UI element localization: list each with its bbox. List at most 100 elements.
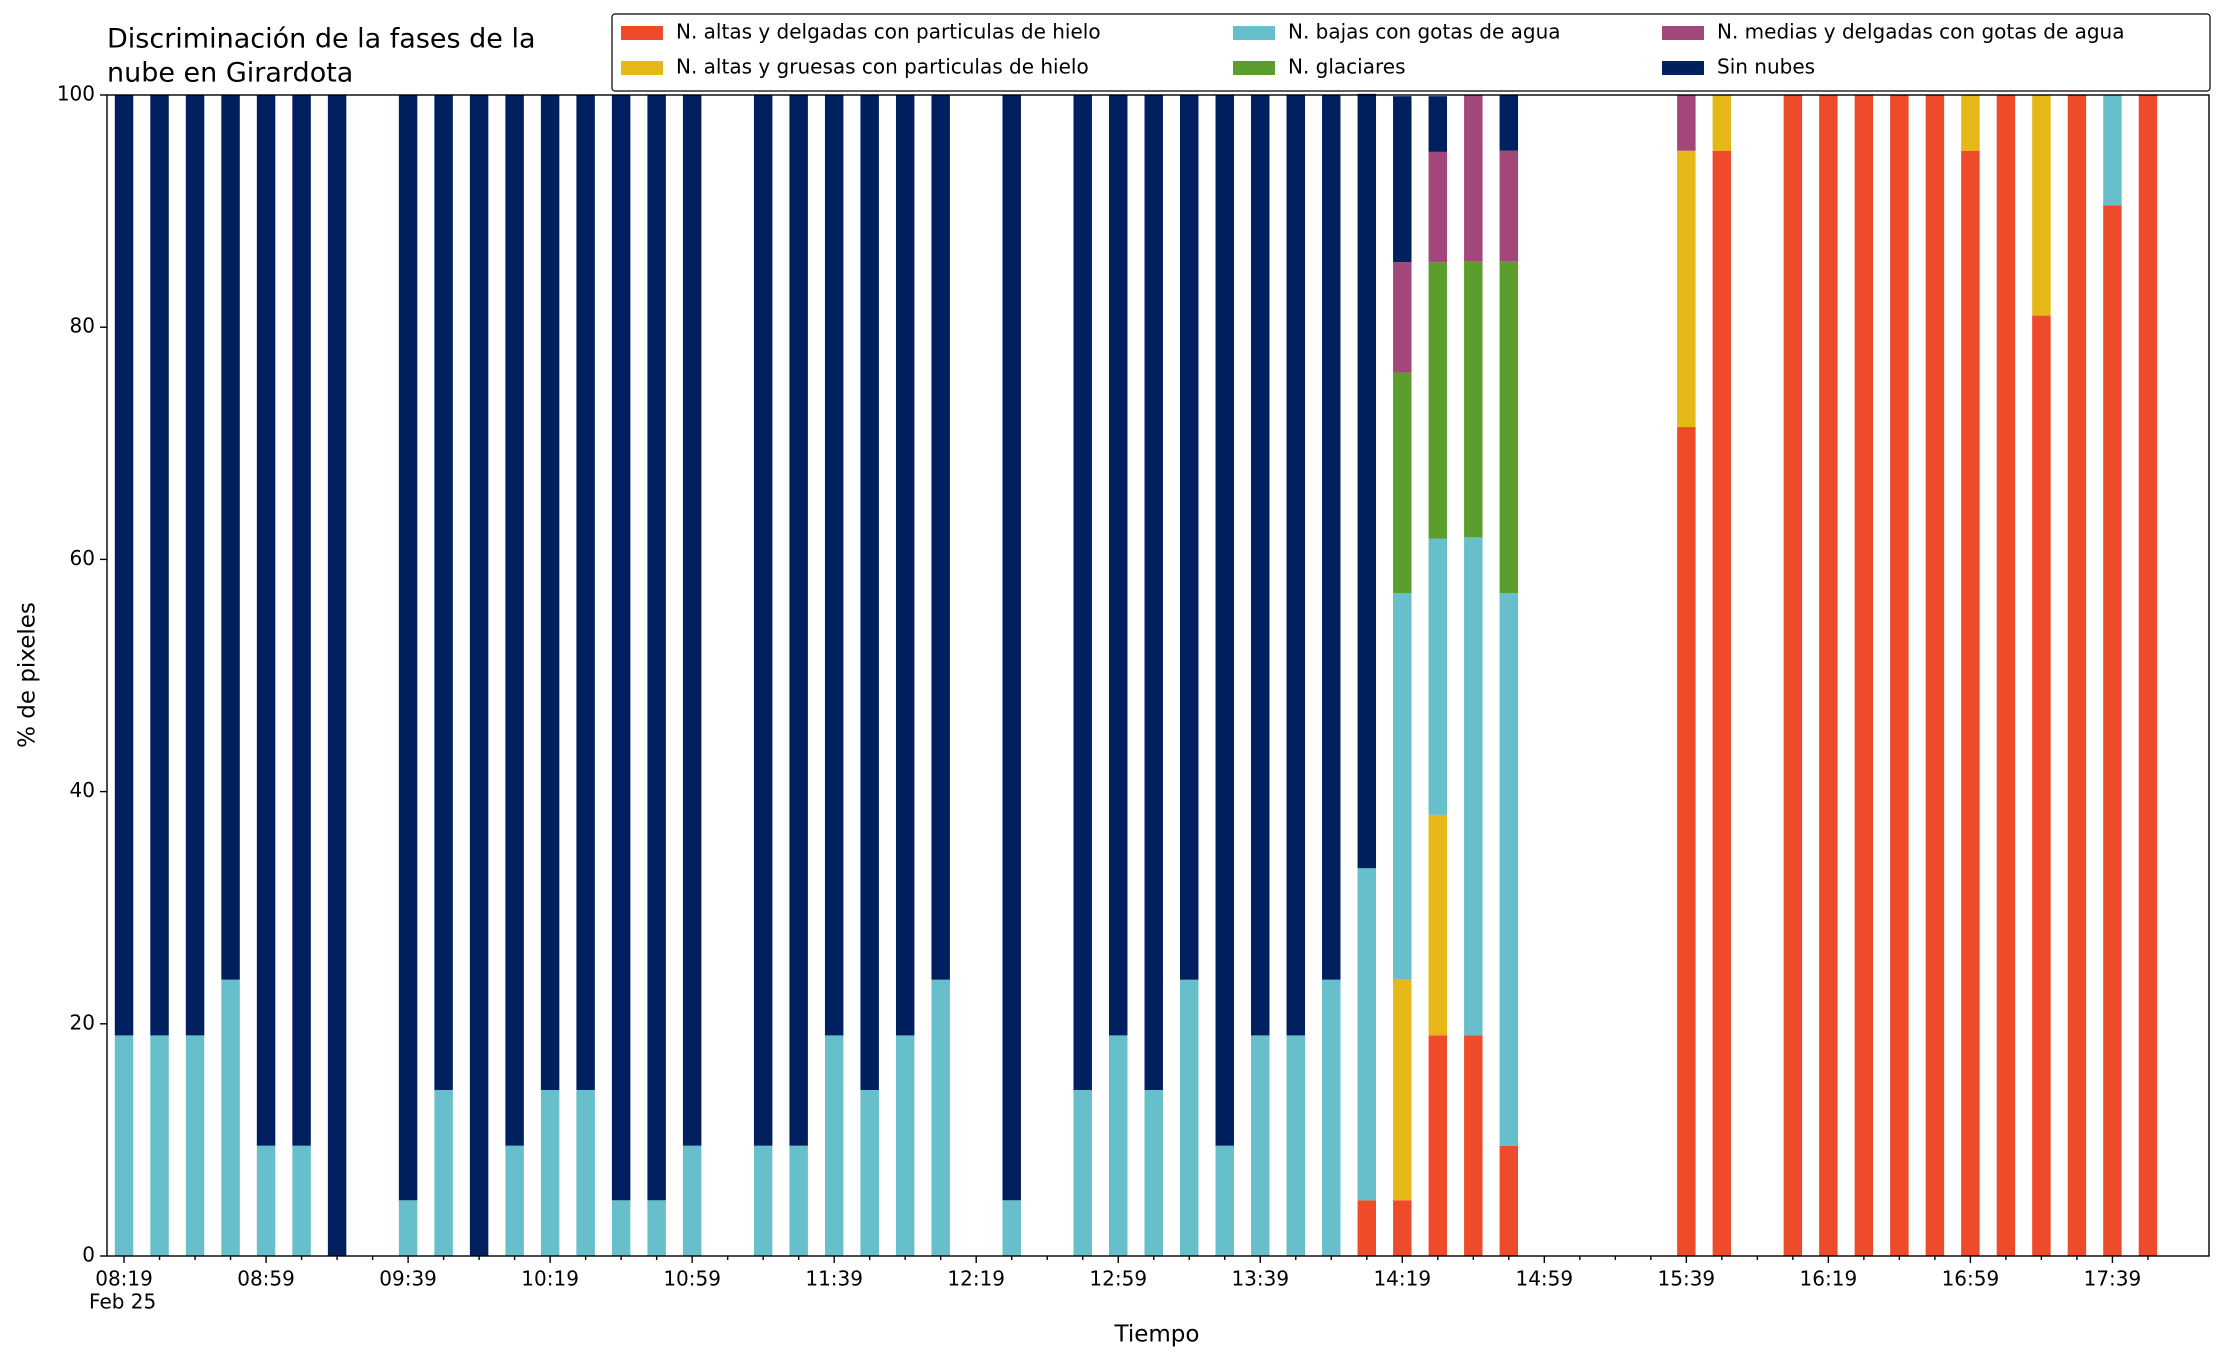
x-tick-label: 16:19 [1800, 1267, 1858, 1291]
bar-segment [1393, 593, 1412, 980]
bar-segment [1251, 1035, 1270, 1256]
bar-segment [1428, 151, 1448, 263]
bar-segment [221, 979, 240, 1256]
bar-segment [1428, 1035, 1448, 1256]
legend-swatch [1233, 26, 1275, 40]
bar-segment [1073, 1089, 1092, 1256]
bar-segment [1073, 95, 1092, 1090]
bar-segment [1428, 538, 1448, 815]
legend-label: Sin nubes [1717, 55, 1815, 79]
bar-segment [398, 1200, 418, 1256]
bar-segment [1677, 150, 1696, 428]
x-axis-label: Tiempo [1114, 1322, 1200, 1348]
chart-title: nube en Girardota [107, 58, 353, 89]
bar-segment [256, 1145, 276, 1256]
bar-segment [895, 95, 915, 1036]
x-date-label: Feb 25 [89, 1290, 156, 1314]
legend-label: N. medias y delgadas con gotas de agua [1717, 20, 2125, 44]
bar-segment [931, 95, 950, 980]
bar-segment [611, 95, 631, 1201]
bar-segment [1499, 1145, 1519, 1256]
x-tick-label: 08:19 [95, 1267, 153, 1291]
y-tick-label: 0 [82, 1243, 95, 1267]
bar-segment [398, 95, 418, 1201]
bar-segment [540, 1089, 560, 1256]
bar-segment [1464, 1035, 1483, 1256]
bar-segment [434, 1089, 453, 1256]
y-tick-label: 40 [70, 778, 95, 802]
x-tick-label: 08:59 [237, 1267, 295, 1291]
bar-segment [1357, 1200, 1377, 1256]
bar-segment [1428, 262, 1448, 539]
bar-segment [1322, 95, 1341, 980]
bar-segment [1393, 372, 1412, 594]
bar-segment [1393, 96, 1412, 263]
bar-segment [1783, 95, 1803, 1256]
bar-segment [1251, 95, 1270, 1036]
legend-swatch [1662, 61, 1704, 75]
bar-segment [1393, 1200, 1412, 1256]
bar-segment [789, 95, 808, 1146]
x-tick-label: 14:19 [1373, 1267, 1431, 1291]
legend-swatch [621, 26, 663, 40]
bar-segment [221, 95, 240, 980]
bar-segment [505, 1145, 524, 1256]
bar-segment [1499, 261, 1519, 594]
bar-segment [682, 1145, 702, 1256]
bar-segment [1712, 95, 1732, 151]
bar-segment [1428, 96, 1448, 152]
bar-segment [1286, 95, 1305, 1036]
legend-swatch [621, 61, 663, 75]
bar-segment [1215, 1145, 1234, 1256]
bar-segment [860, 95, 879, 1090]
bar-segment [150, 1035, 169, 1256]
y-tick-label: 20 [70, 1010, 95, 1034]
bar-segment [1002, 1200, 1021, 1256]
bar-segment [292, 95, 311, 1146]
x-tick-label: 10:19 [521, 1267, 579, 1291]
bar-segment [2103, 205, 2122, 1256]
bar-segment [256, 95, 276, 1146]
bar-segment [1180, 95, 1199, 980]
bar-segment [540, 95, 560, 1090]
bar-segment [1677, 95, 1696, 151]
bar-segment [2138, 95, 2158, 1256]
bar-segment [1109, 95, 1128, 1036]
bar-segment [824, 1035, 844, 1256]
bar-segment [1712, 150, 1732, 1256]
bar-segment [2067, 95, 2087, 1256]
legend-swatch [1662, 26, 1704, 40]
bar-segment [647, 1200, 666, 1256]
plot-frame [106, 94, 2210, 1257]
legend-label: N. altas y gruesas con particulas de hie… [676, 55, 1089, 79]
bar-segment [1499, 593, 1519, 1146]
bar-segment [185, 1035, 205, 1256]
bar-segment [647, 95, 666, 1201]
bar-segment [114, 95, 134, 1036]
bar-segment [1180, 979, 1199, 1256]
bar-segment [1925, 95, 1945, 1256]
bar-segment [1002, 95, 1021, 1201]
bar-segment [327, 95, 347, 1256]
x-tick-label: 12:19 [947, 1267, 1005, 1291]
bar-segment [753, 1145, 773, 1256]
bar-segment [185, 95, 205, 1036]
bar-segment [1357, 93, 1377, 869]
bar-segment [292, 1145, 311, 1256]
bar-segment [1428, 814, 1448, 1036]
bar-segment [2032, 315, 2051, 1257]
x-tick-label: 11:39 [805, 1267, 863, 1291]
bar-segment [1961, 150, 1980, 1256]
x-tick-label: 12:59 [1089, 1267, 1147, 1291]
x-tick-label: 16:59 [1942, 1267, 2000, 1291]
bar-segment [2103, 95, 2122, 206]
bar-segment [824, 95, 844, 1036]
bar-segment [1322, 979, 1341, 1256]
legend-label: N. bajas con gotas de agua [1288, 20, 1561, 44]
bar-segment [576, 95, 595, 1090]
bar-segment [576, 1089, 595, 1256]
bar-segment [1961, 95, 1980, 151]
bar-segment [469, 95, 489, 1256]
bar-segment [1357, 868, 1377, 1201]
